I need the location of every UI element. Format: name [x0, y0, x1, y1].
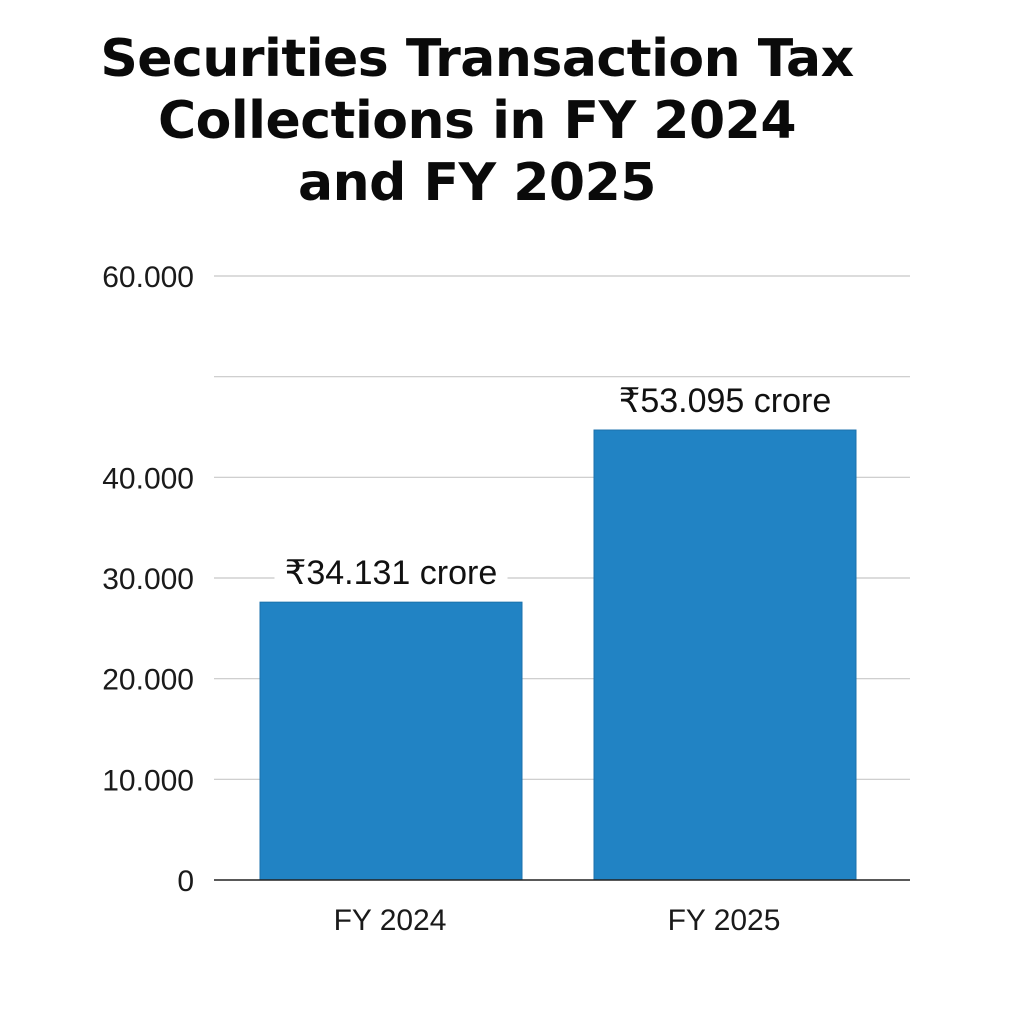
y-tick-label: 0	[177, 865, 194, 898]
y-axis-ticks: 0 10.000 20.000 30.000 40.000 60.000	[102, 261, 194, 898]
y-tick-label: 20.000	[102, 664, 194, 697]
data-label-backing	[608, 378, 842, 423]
y-tick-label: 40.000	[102, 462, 194, 495]
chart-title-line-1: Securities Transaction Tax	[100, 29, 854, 89]
y-tick-label: 60.000	[102, 261, 194, 294]
data-label: ₹53.095 crore	[619, 382, 832, 420]
data-labels: ₹34.131 crore ₹53.095 crore	[274, 378, 842, 595]
data-label: ₹34.131 crore	[285, 554, 498, 592]
y-tick-label: 10.000	[102, 764, 194, 797]
x-axis-categories: FY 2024 FY 2025	[334, 904, 781, 937]
y-tick-label: 30.000	[102, 563, 194, 596]
x-category-label: FY 2025	[668, 904, 781, 937]
chart-title-line-3: and FY 2025	[298, 153, 656, 213]
bar	[593, 429, 857, 881]
data-label-backing	[274, 550, 508, 595]
bar	[259, 601, 523, 881]
chart-title: Securities Transaction Tax Collections i…	[62, 28, 892, 214]
chart-title-line-2: Collections in FY 2024	[157, 91, 797, 151]
x-category-label: FY 2024	[334, 904, 447, 937]
bars	[259, 429, 857, 881]
